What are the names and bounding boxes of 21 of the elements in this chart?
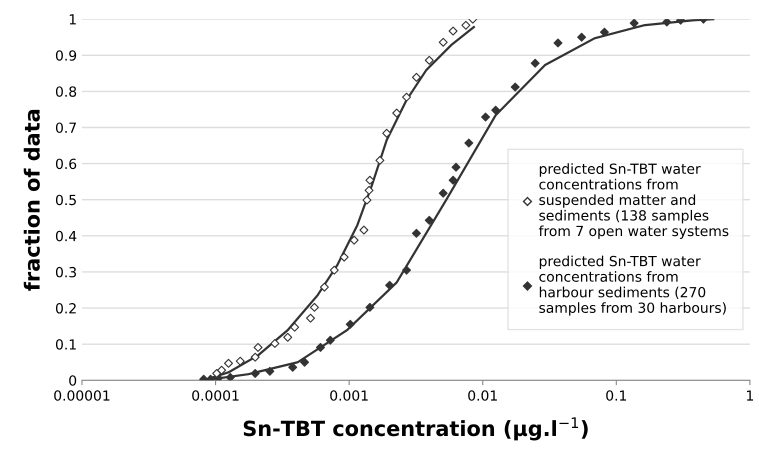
y-tick-label: 1 (70, 14, 76, 24)
y-axis-title: fraction of data (24, 110, 40, 291)
legend-label: predicted Sn-TBT water concentrations from suspended matter and sediments (138 samples from 7 open water systems (538, 163, 728, 239)
x-axis-title: Sn-TBT concentration (µg.l$^{−1}$) (244, 417, 588, 440)
y-tick-label: 0.4 (56, 230, 76, 242)
y-tick-label: 0.8 (56, 86, 76, 97)
x-tick-label: 0.00001 (54, 390, 110, 401)
y-tick-label: 0.9 (56, 50, 76, 61)
y-tick-label: 0 (69, 375, 76, 386)
x-tick-label: 1 (747, 390, 754, 401)
x-tick-label: 0.1 (606, 390, 626, 401)
y-tick-label: 0.7 (56, 122, 76, 133)
x-tick-label: 0.0001 (192, 390, 239, 401)
x-tick-label: 0.01 (468, 390, 497, 401)
y-tick-label: 0.3 (56, 266, 76, 278)
y-tick-label: 0.2 (56, 303, 76, 314)
y-tick-label: 0.5 (56, 194, 76, 206)
y-tick-label: 0.1 (56, 339, 76, 350)
y-tick-label: 0.6 (56, 158, 76, 170)
x-tick-label: 0.001 (330, 390, 368, 401)
legend-label: predicted Sn-TBT water concentrations from harbour sediments (270 samples from 30 harbours) (539, 256, 726, 316)
